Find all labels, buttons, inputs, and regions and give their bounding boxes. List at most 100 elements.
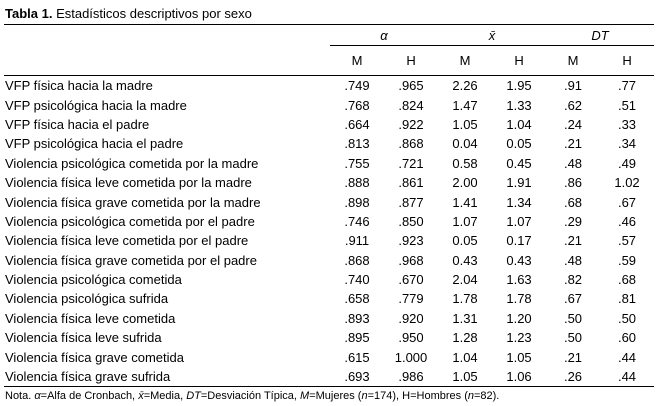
row-label: Violencia física grave cometida — [5, 349, 184, 365]
value-cell: .746 — [344, 213, 370, 229]
row-label: Violencia física grave sufrida — [4, 366, 330, 388]
value-cell: .44 — [617, 349, 637, 365]
value-cell: .779 — [398, 291, 424, 307]
value-cell: .920 — [398, 310, 424, 326]
value-cell: 2.00 — [452, 175, 478, 191]
group-header-alpha: α — [330, 25, 439, 46]
sub-header-row: M H M H M H — [4, 45, 655, 76]
note-segment: =Alfa de Cronbach, — [40, 390, 139, 403]
value-cell: .968 — [398, 252, 424, 268]
value-cell: 1.41 — [452, 194, 478, 210]
value-cell: 1.33 — [506, 97, 532, 113]
value-cell: 0.45 — [506, 155, 532, 171]
value-cell: .68 — [563, 194, 583, 210]
value-cell: .48 — [563, 252, 583, 268]
value-cell: .923 — [398, 233, 424, 249]
table-row: Violencia física leve sufrida .895 .950 1.2… — [4, 328, 654, 347]
table-row: VFP psicológica hacia la madre .768 .824 1.… — [4, 95, 654, 114]
descriptives-table: α x̄ DT M H M H M H VFP física hacia la … — [4, 25, 655, 388]
value-cell: .68 — [617, 272, 637, 288]
value-cell: .824 — [398, 97, 424, 113]
sub-header-m: M — [546, 45, 601, 76]
value-cell: 1.63 — [506, 272, 532, 288]
value-cell: 1.31 — [452, 310, 478, 326]
sub-header-h: H — [600, 45, 655, 76]
value-cell: .850 — [398, 213, 424, 229]
row-label: VFP psicológica hacia la madre — [5, 97, 187, 113]
value-cell: 1.47 — [452, 97, 478, 113]
table-row: Violencia física grave cometida por el p… — [4, 251, 654, 270]
value-cell: 2.26 — [452, 78, 478, 94]
value-cell: 1.78 — [452, 291, 478, 307]
value-cell: 1.04 — [506, 116, 532, 132]
value-cell: .965 — [398, 78, 424, 94]
value-cell: .33 — [617, 116, 637, 132]
value-cell: 2.04 — [452, 272, 478, 288]
value-cell: 1.05 — [452, 116, 478, 132]
row-label: Violencia psicológica cometida por el pa… — [5, 213, 255, 229]
value-cell: .44 — [600, 366, 655, 388]
table-title-text: Estadísticos descriptivos por sexo — [52, 6, 252, 21]
value-cell: .615 — [344, 349, 370, 365]
value-cell: .29 — [563, 213, 583, 229]
table-row: Violencia física leve cometida por el pa… — [4, 231, 654, 250]
table-row: Violencia física grave cometida por la m… — [4, 192, 654, 211]
sub-header-m: M — [438, 45, 493, 76]
value-cell: .868 — [344, 252, 370, 268]
group-header-mean: x̄ — [438, 25, 547, 46]
group-header-row: α x̄ DT — [4, 25, 655, 46]
sub-header-h: H — [384, 45, 439, 76]
row-label: VFP psicológica hacia el padre — [5, 136, 184, 152]
value-cell: .67 — [617, 194, 637, 210]
value-cell: .922 — [398, 116, 424, 132]
value-cell: 1.20 — [506, 310, 532, 326]
value-cell: .81 — [617, 291, 637, 307]
value-cell: .911 — [344, 233, 370, 249]
value-cell: .693 — [330, 366, 384, 388]
value-cell: 1.91 — [506, 175, 532, 191]
value-cell: 1.23 — [506, 330, 532, 346]
value-cell: 1.000 — [394, 349, 428, 365]
table-row: Violencia psicológica cometida por el pa… — [4, 212, 654, 231]
value-cell: 0.05 — [506, 136, 532, 152]
value-cell: .57 — [617, 233, 637, 249]
row-label: Violencia psicológica cometida — [5, 272, 182, 288]
value-cell: 1.07 — [506, 213, 532, 229]
row-label: Violencia física grave cometida por el p… — [5, 252, 257, 268]
value-cell: .77 — [617, 78, 637, 94]
value-cell: 1.04 — [452, 349, 478, 365]
table-title: Tabla 1. Estadísticos descriptivos por s… — [4, 2, 654, 25]
value-cell: .86 — [563, 175, 583, 191]
note-segment: =Mujeres ( — [309, 390, 362, 403]
value-cell: .91 — [563, 78, 583, 94]
value-cell: .861 — [398, 175, 424, 191]
note-segment: x̄ — [138, 390, 144, 403]
sub-header-m: M — [330, 45, 384, 76]
row-label: VFP física hacia el padre — [5, 116, 150, 132]
note-segment: Nota. — [5, 390, 35, 403]
value-cell: 0.05 — [452, 233, 478, 249]
value-cell: .895 — [344, 330, 370, 346]
note-segment: α — [34, 390, 41, 403]
value-cell: .813 — [344, 136, 370, 152]
table-row: VFP psicológica hacia el padre .813 .868 0.… — [4, 134, 654, 153]
table-row: Violencia psicológica sufrida .658 .779 1.7… — [4, 289, 654, 308]
value-cell: 1.28 — [452, 330, 478, 346]
row-label: Violencia física leve sufrida — [5, 330, 162, 346]
value-cell: .768 — [344, 97, 370, 113]
value-cell: .755 — [344, 155, 370, 171]
value-cell: .877 — [398, 194, 424, 210]
value-cell: .62 — [563, 97, 583, 113]
note-segment: =82). — [473, 390, 500, 403]
value-cell: .51 — [617, 97, 637, 113]
value-cell: 1.34 — [506, 194, 532, 210]
value-cell: .893 — [344, 310, 370, 326]
value-cell: 0.17 — [506, 233, 532, 249]
value-cell: 1.06 — [492, 366, 547, 388]
note-segment: DT — [186, 390, 201, 403]
note-segment: =Media, — [143, 390, 187, 403]
value-cell: .50 — [563, 330, 583, 346]
group-header-spacer — [4, 25, 330, 46]
note-segment: =174), H=Hombres ( — [367, 390, 468, 403]
